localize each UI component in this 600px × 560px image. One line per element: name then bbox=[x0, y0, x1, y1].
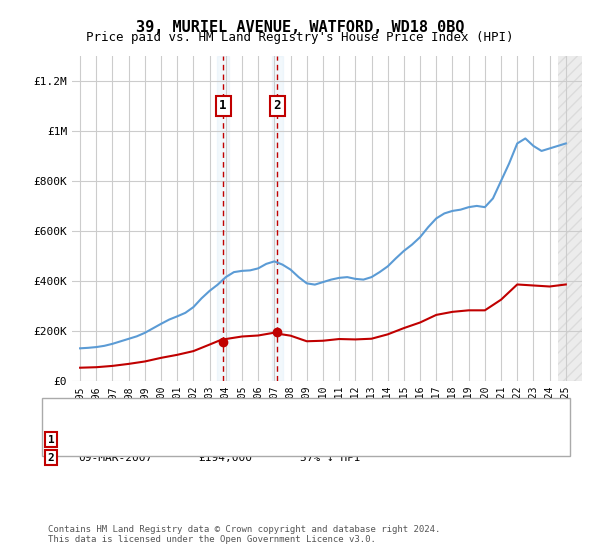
Text: Contains HM Land Registry data © Crown copyright and database right 2024.
This d: Contains HM Land Registry data © Crown c… bbox=[48, 525, 440, 544]
Text: 39, MURIEL AVENUE, WATFORD, WD18 0BQ: 39, MURIEL AVENUE, WATFORD, WD18 0BQ bbox=[136, 20, 464, 35]
Text: 2: 2 bbox=[274, 100, 281, 113]
Text: 39, MURIEL AVENUE, WATFORD, WD18 0BQ (detached house): 39, MURIEL AVENUE, WATFORD, WD18 0BQ (de… bbox=[84, 403, 442, 413]
Text: 1: 1 bbox=[47, 435, 55, 445]
Text: 1: 1 bbox=[220, 100, 227, 113]
Text: £155,950: £155,950 bbox=[198, 435, 252, 445]
Text: —: — bbox=[60, 409, 72, 428]
Text: £194,000: £194,000 bbox=[198, 452, 252, 463]
Bar bbox=[217, 56, 229, 381]
Text: 2: 2 bbox=[47, 452, 55, 463]
Bar bbox=[272, 56, 283, 381]
Text: —: — bbox=[60, 398, 72, 417]
Text: HPI: Average price, detached house, Watford: HPI: Average price, detached house, Watf… bbox=[84, 413, 374, 423]
Bar bbox=[558, 56, 582, 381]
Text: Price paid vs. HM Land Registry's House Price Index (HPI): Price paid vs. HM Land Registry's House … bbox=[86, 31, 514, 44]
Text: 57% ↓ HPI: 57% ↓ HPI bbox=[300, 452, 361, 463]
Text: 60% ↓ HPI: 60% ↓ HPI bbox=[300, 435, 361, 445]
Text: 09-MAR-2007: 09-MAR-2007 bbox=[78, 452, 152, 463]
Text: 31-OCT-2003: 31-OCT-2003 bbox=[78, 435, 152, 445]
